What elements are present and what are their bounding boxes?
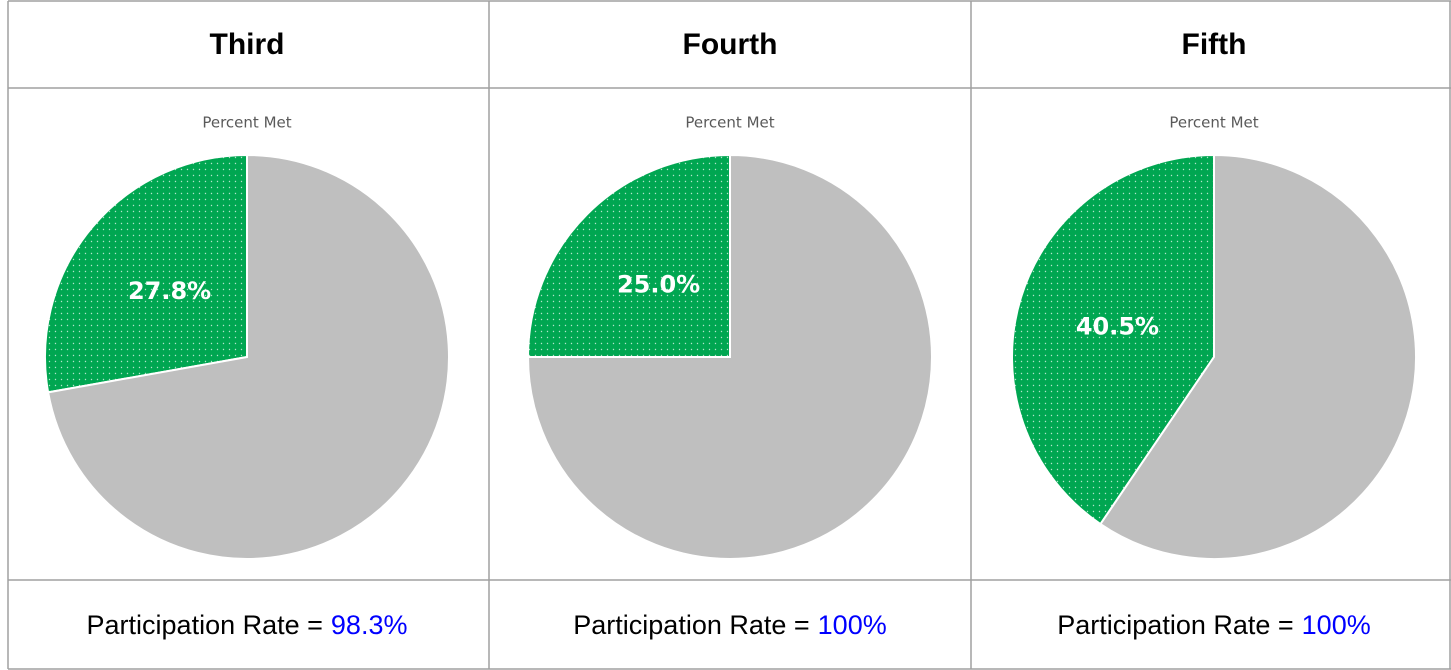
rate-value: 100% bbox=[1302, 610, 1371, 640]
data-label: 27.8% bbox=[128, 277, 211, 305]
chart-title: Percent Met bbox=[685, 114, 774, 132]
table-grid bbox=[7, 0, 1451, 670]
slice-pattern bbox=[45, 154, 247, 393]
rate-value: 98.3% bbox=[331, 610, 408, 640]
pie-slice bbox=[1099, 153, 1417, 560]
column-header: Third bbox=[210, 28, 285, 61]
rate-label: Participation Rate = bbox=[1057, 610, 1293, 640]
slice-pattern bbox=[1011, 155, 1214, 525]
pie-slice bbox=[46, 153, 450, 560]
data-label: 40.5% bbox=[1076, 312, 1159, 340]
rate-label: Participation Rate = bbox=[573, 610, 809, 640]
participation-rate: Participation Rate = 98.3% bbox=[87, 610, 408, 640]
participation-rate: Participation Rate = 100% bbox=[573, 610, 886, 640]
column-header: Fifth bbox=[1182, 28, 1247, 61]
pie-slice bbox=[526, 153, 933, 560]
rate-label: Participation Rate = bbox=[87, 610, 323, 640]
chart-title: Percent Met bbox=[1169, 114, 1258, 132]
chart-title: Percent Met bbox=[202, 114, 291, 132]
participation-rate: Participation Rate = 100% bbox=[1057, 610, 1370, 640]
data-label: 25.0% bbox=[617, 271, 700, 299]
rate-value: 100% bbox=[818, 610, 887, 640]
slice-pattern bbox=[528, 155, 730, 357]
column-header: Fourth bbox=[683, 28, 778, 61]
